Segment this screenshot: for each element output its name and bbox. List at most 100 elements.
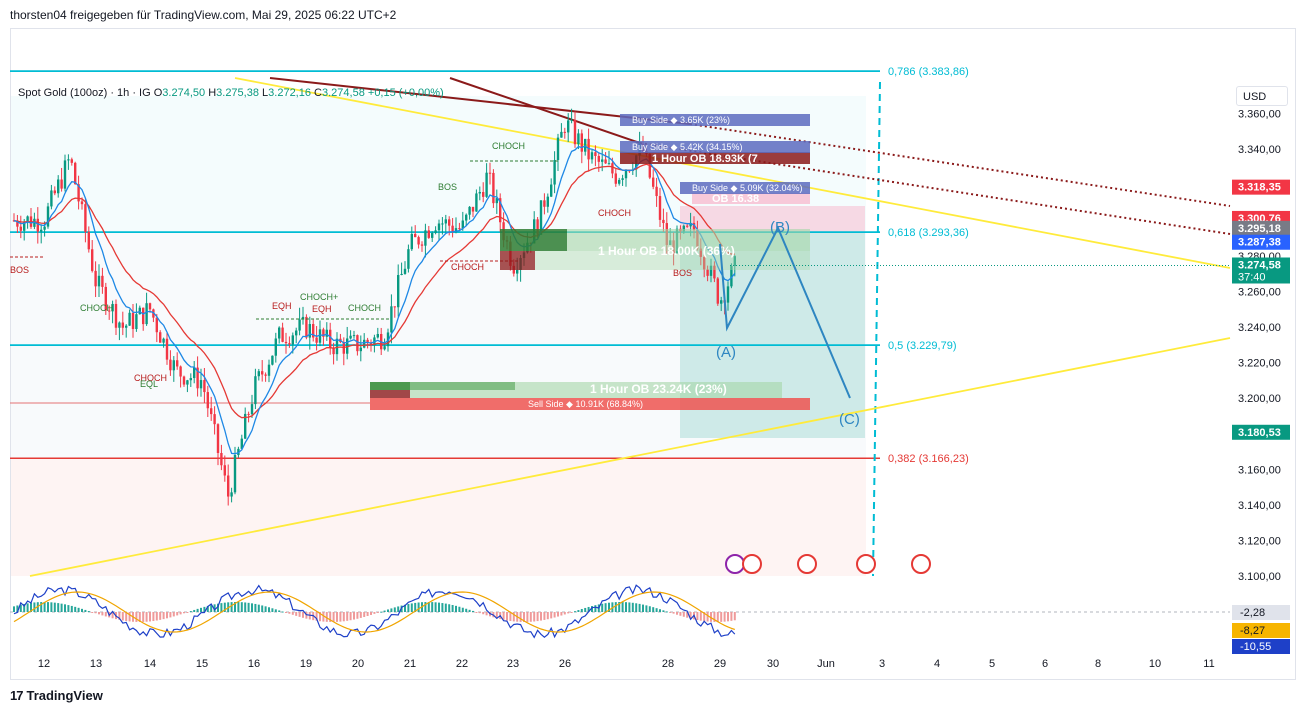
osc-bar [193, 609, 196, 612]
candle-body [573, 119, 577, 145]
osc-bar [40, 602, 43, 612]
candle-body [618, 179, 621, 184]
x-tick-4: 16 [248, 658, 260, 670]
osc-bar [502, 612, 505, 620]
osc-bar [563, 612, 566, 615]
economic-event-icon-2 [797, 554, 817, 574]
candle-body [607, 163, 611, 165]
candle-body [271, 355, 274, 365]
osc-bar [155, 612, 158, 621]
osc-bar [567, 612, 570, 614]
candle-body [590, 152, 594, 160]
upper-trendline [234, 77, 1231, 269]
osc-bar [81, 608, 83, 612]
osc-bar [431, 602, 434, 612]
bull-ob-1-lower [535, 251, 810, 270]
osc-bar [526, 612, 529, 622]
candle-body [114, 303, 118, 328]
candle-body [63, 160, 67, 189]
osc-bar [465, 608, 468, 612]
osc-bar [594, 605, 597, 612]
osc-bar [557, 612, 559, 617]
osc-bar [169, 612, 172, 618]
candle-body [264, 374, 267, 376]
osc-bar [26, 603, 29, 612]
candle-body [305, 316, 308, 338]
osc-bar [390, 608, 393, 612]
osc-bar [699, 612, 702, 621]
candle-body [655, 186, 658, 197]
osc-bar [288, 612, 291, 614]
osc-bar [540, 612, 542, 621]
osc-bar [213, 604, 216, 612]
economic-event-icon-4 [911, 554, 931, 574]
osc-bar [686, 612, 689, 618]
osc-bar [716, 612, 719, 622]
candle-body [468, 206, 471, 215]
osc-bar [523, 612, 525, 622]
candle-body [312, 324, 315, 338]
candle-body [366, 339, 369, 343]
x-tick-11: 28 [662, 658, 674, 670]
osc-bar [234, 602, 236, 612]
osc-bar [111, 612, 114, 619]
osc-bar [206, 605, 209, 612]
osc-bar [196, 608, 199, 612]
osc-bar [509, 612, 512, 621]
candle-body [560, 131, 563, 138]
osc-bar [424, 602, 427, 612]
osc-bar [441, 603, 444, 612]
candle-body [601, 159, 604, 162]
osc-bar [302, 612, 304, 618]
bull-ob-1-sell [500, 251, 535, 270]
currency-selector[interactable]: USD [1236, 86, 1288, 106]
candle-body [43, 226, 46, 230]
candle-body [77, 184, 80, 202]
candle-body [254, 376, 257, 405]
osc-bar [240, 602, 243, 612]
liquidity-text-0: Buy Side ◆ 3.65K (23%) [632, 115, 730, 125]
bear-ob-2-text: OB 16.38 [712, 193, 759, 205]
candle-body [733, 256, 736, 267]
osc-bar [710, 612, 712, 622]
osc-bar [519, 612, 522, 622]
osc-bar [33, 602, 36, 612]
candle-body [335, 338, 339, 355]
price-tag-sub-4: 37:40 [1238, 271, 1266, 283]
footer-brand[interactable]: 17 TradingView [10, 688, 103, 703]
candle-body [485, 172, 488, 197]
osc-bar [356, 612, 359, 619]
osc-bar [642, 604, 644, 612]
osc-bar [397, 606, 400, 612]
osc-bar [23, 603, 26, 612]
candle-body [556, 137, 560, 161]
price-tag-5 [1232, 424, 1290, 440]
osc-bar [118, 612, 121, 620]
resistance-line-2 [449, 77, 641, 144]
candle-body [165, 338, 169, 360]
osc-bar [332, 612, 335, 622]
osc-bar [319, 612, 321, 622]
candle-body [125, 325, 128, 328]
candle-body [94, 270, 97, 287]
candle-body [36, 218, 39, 232]
osc-bar [336, 612, 338, 622]
structure-label-10: CHOCH [598, 208, 631, 218]
structure-label-5: EQH [312, 304, 332, 314]
x-tick-20: 10 [1149, 658, 1161, 670]
economic-event-icon-1 [742, 554, 762, 574]
osc-bar [478, 612, 481, 614]
time-line [872, 81, 881, 577]
fib-label-0: 0,786 (3.383,86) [888, 66, 969, 78]
candle-body [57, 179, 60, 194]
bear-ob-2-box [692, 193, 810, 204]
candle-body [169, 359, 172, 371]
osc-tag-text-2: -10,55 [1240, 641, 1271, 653]
candle-body [414, 233, 417, 238]
y-tick-10: 3.160,00 [1238, 464, 1281, 476]
liquidity-box-3 [370, 398, 810, 410]
candle-body [730, 266, 733, 287]
candle-body [118, 322, 121, 328]
candle-body [580, 133, 583, 152]
